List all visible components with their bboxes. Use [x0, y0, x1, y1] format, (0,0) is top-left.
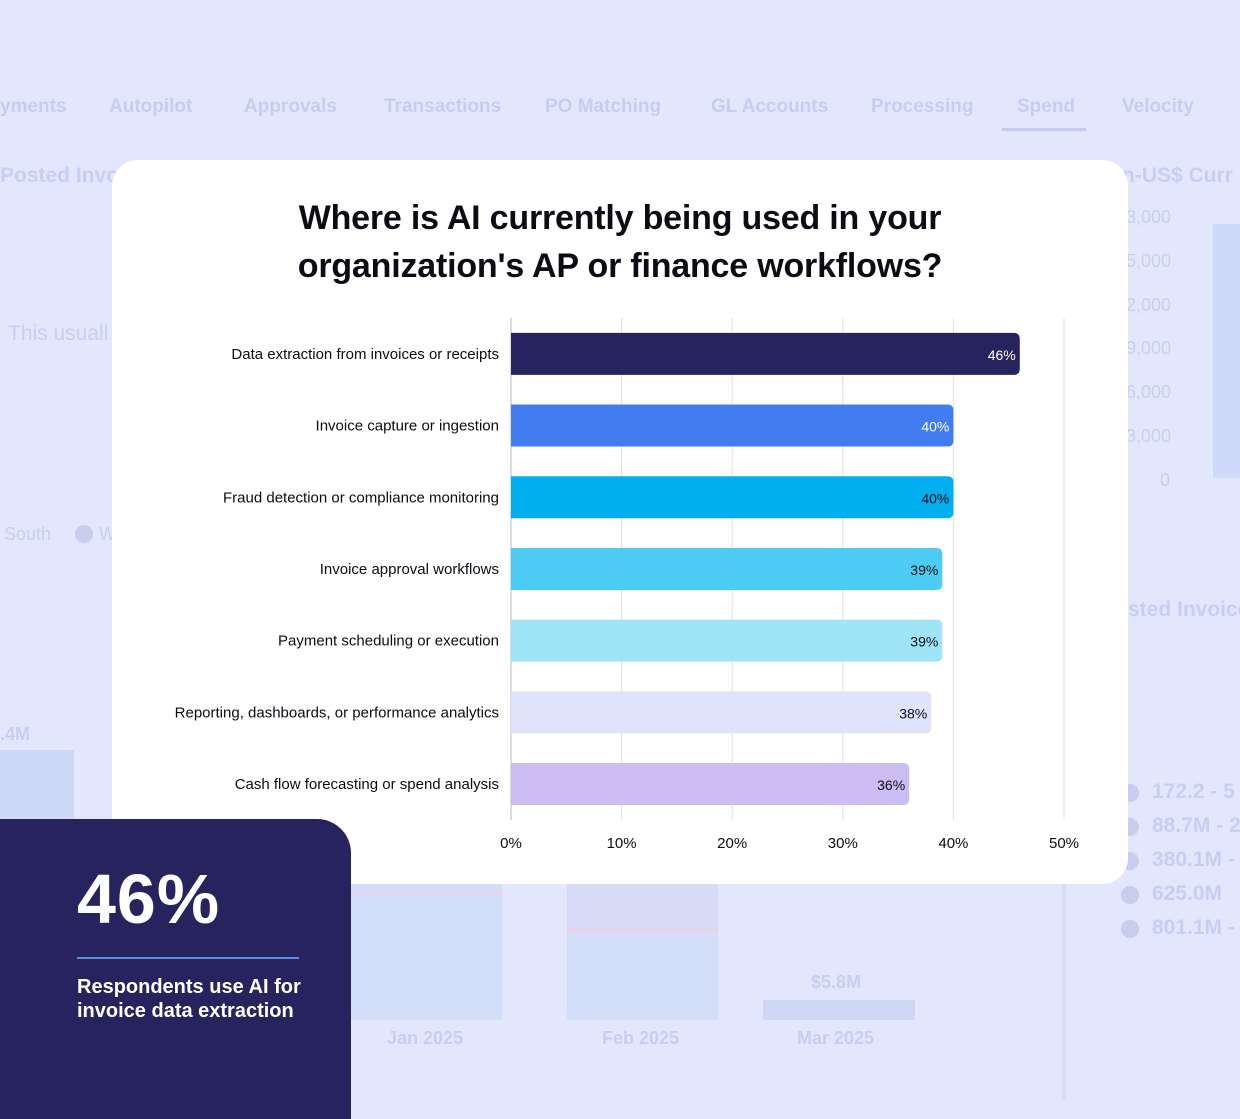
category-label: Cash flow forecasting or spend analysis — [235, 776, 499, 793]
bg-left-bar — [0, 750, 74, 820]
bar — [511, 691, 932, 734]
data-label: 46% — [988, 347, 1016, 363]
bg-right-legend-dot — [1121, 886, 1139, 904]
category-label: Payment scheduling or execution — [278, 633, 499, 650]
x-tick-label: 10% — [607, 835, 637, 852]
bg-legend-south: South — [4, 524, 52, 544]
bg-tab-velocity: Velocity — [1122, 96, 1194, 117]
bg-tab-approvals: Approvals — [244, 96, 337, 117]
x-tick-label: 30% — [828, 835, 858, 852]
data-label: 36% — [877, 777, 905, 793]
bg-divider — [1062, 884, 1066, 1100]
bar — [511, 547, 943, 590]
bg-month-label: Jan 2025 — [387, 1028, 464, 1048]
bg-month-label: Mar 2025 — [797, 1028, 875, 1048]
category-label: Invoice approval workflows — [320, 561, 499, 578]
bg-tab-autopilot: Autopilot — [109, 96, 193, 117]
data-label: 39% — [910, 634, 938, 650]
background-tab-bar: yments Autopilot Approvals Transactions … — [0, 92, 1240, 132]
bg-tab-gl-accounts: GL Accounts — [711, 96, 829, 117]
bg-legend-dot — [75, 525, 93, 543]
category-label: Reporting, dashboards, or performance an… — [175, 704, 499, 721]
bg-right-heading-2: sted Invoice — [1128, 598, 1240, 621]
bg-right-legend-dot — [1121, 920, 1139, 938]
bar — [511, 763, 910, 806]
bar-chart: Data extraction from invoices or receipt… — [175, 318, 1079, 852]
bg-month-bar-feb-top — [567, 884, 718, 928]
bg-tab-active-underline — [1002, 128, 1086, 131]
bg-left-note: This usuall — [8, 322, 109, 345]
category-label: Fraud detection or compliance monitoring — [223, 489, 499, 506]
bg-left-heading: Posted Invo — [0, 164, 120, 187]
bg-right-tick: 2,000 — [1126, 295, 1172, 315]
data-label: 40% — [921, 490, 949, 506]
chart-title-line-2: organization's AP or finance workflows? — [297, 247, 943, 285]
category-label: Data extraction from invoices or receipt… — [231, 346, 499, 363]
bg-right-tick: 5,000 — [1126, 251, 1172, 271]
bg-tab-payments: yments — [0, 96, 67, 117]
bg-right-legend-item: 380.1M - — [1152, 848, 1235, 871]
stat-panel: 46% Respondents use AI for invoice data … — [0, 819, 351, 1119]
data-label: 38% — [899, 705, 927, 721]
chart-title: Where is AI currently being used in your… — [112, 194, 1128, 290]
bg-tab-spend: Spend — [1017, 96, 1076, 117]
bg-legend-w: W — [99, 524, 116, 544]
bg-right-heading: n-US$ Curr — [1122, 164, 1233, 187]
bg-tab-po-matching: PO Matching — [545, 96, 662, 117]
x-tick-label: 0% — [500, 835, 522, 852]
bg-month-bar-feb-stripe — [567, 928, 718, 932]
x-tick-label: 40% — [938, 835, 968, 852]
bg-left-value: .4M — [0, 724, 31, 744]
bg-right-legend-item: 172.2 - 5 — [1152, 780, 1235, 803]
bar — [511, 476, 954, 519]
bg-tab-processing: Processing — [871, 96, 974, 117]
bg-right-tick: 0 — [1160, 470, 1171, 490]
bg-month-label: Feb 2025 — [602, 1028, 680, 1048]
x-tick-label: 50% — [1049, 835, 1079, 852]
bar — [511, 404, 954, 447]
bg-right-legend-item: 801.1M - — [1152, 916, 1235, 939]
bg-right-legend-item: 88.7M - 2 — [1152, 814, 1240, 837]
bg-month-bar-feb — [567, 932, 718, 1020]
bg-right-tick: 6,000 — [1126, 382, 1172, 402]
bg-right-tick: 3,000 — [1126, 207, 1172, 227]
stat-divider — [77, 957, 299, 959]
bg-right-tick: 9,000 — [1126, 338, 1172, 358]
bg-right-legend-item: 625.0M — [1152, 882, 1223, 905]
bg-month-bar-jan-top — [351, 890, 502, 896]
category-label: Invoice capture or ingestion — [316, 418, 499, 435]
x-tick-label: 20% — [717, 835, 747, 852]
data-label: 39% — [910, 562, 938, 578]
bar — [511, 619, 943, 662]
bg-mar-value: $5.8M — [811, 972, 862, 992]
chart-card: Where is AI currently being used in your… — [112, 160, 1128, 884]
stat-description: Respondents use AI for invoice data extr… — [77, 976, 301, 1022]
bg-month-bar-mar — [763, 1000, 915, 1020]
stat-value: 46% — [77, 860, 221, 938]
bg-right-tick: 3,000 — [1126, 426, 1172, 446]
bg-month-bar-jan — [351, 884, 502, 1020]
bar — [511, 332, 1020, 375]
data-label: 40% — [921, 419, 949, 435]
bg-right-bar — [1213, 224, 1240, 478]
chart-title-line-1: Where is AI currently being used in your — [298, 199, 942, 237]
bg-tab-transactions: Transactions — [384, 96, 502, 117]
